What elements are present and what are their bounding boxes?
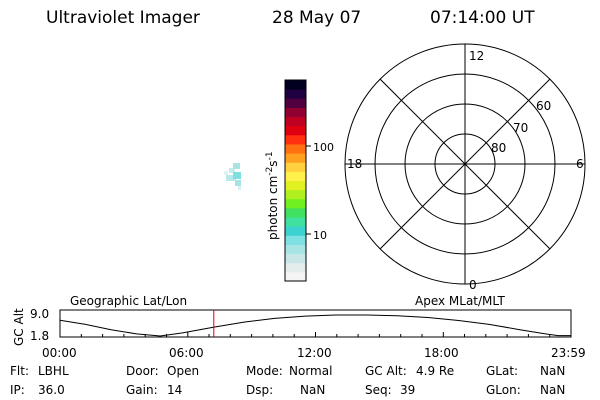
instrument-title: Ultraviolet Imager [46,8,200,28]
colorbar-cell [285,226,306,236]
colorbar-cell [285,107,306,118]
colorbar-cell [285,98,306,108]
polar-label-70: 70 [513,121,528,135]
polar-label-6: 6 [576,157,584,171]
x-tick-12: 12:00 [297,346,332,360]
orbit-y-top: 9.0 [30,307,49,321]
colorbar-unit-label: photon cm-2s-1 [265,151,280,240]
glon-label: GLon: [486,383,521,397]
time-label: 07:14:00 UT [430,8,535,28]
orbit-altitude-curve [59,314,571,337]
colorbar-cell [285,244,306,255]
colorbar-cell [285,262,306,273]
colorbar-cell [285,143,306,154]
polar-label-60: 60 [536,99,551,113]
colorbar-tick-label-100: 100 [313,141,334,154]
colorbar-cell [285,116,306,127]
orbit-right-title: Apex MLat/MLT [415,294,505,308]
colorbar-cell [285,162,306,172]
colorbar-cell [285,217,306,227]
colorbar-cell [285,198,306,209]
mode-value: Normal [289,364,333,378]
glat-label: GLat: [486,364,519,378]
colorbar-cell [285,171,306,181]
colorbar-cell [285,89,306,99]
door-label: Door: [126,364,159,378]
gcalt-label: GC Alt: [365,364,407,378]
ip-label: IP: [10,383,25,397]
colorbar-cell [285,253,306,264]
flt-value: LBHL [38,364,69,378]
dsp-value: NaN [300,383,326,397]
x-tick-18: 18:00 [424,346,459,360]
colorbar-frame [284,79,307,282]
flt-label: Flt: [10,364,29,378]
polar-diagonal-2 [379,78,551,250]
seq-label: Seq: [365,383,392,397]
gain-value: 14 [167,383,183,397]
colorbar-cell [285,189,306,200]
dsp-label: Dsp: [246,383,274,397]
date-label: 28 May 07 [272,8,362,28]
colorbar-tick-label-10: 10 [313,229,327,242]
x-tick-00: 00:00 [42,346,77,360]
gain-label: Gain: [126,383,158,397]
orbit-y-bottom: 1.8 [30,329,49,343]
colorbar-cell [285,271,306,282]
orbit-axis-label: GC Alt [12,308,26,346]
glon-value: NaN [540,383,566,397]
colorbar-cell [285,235,306,245]
polar-label-18: 18 [347,157,362,171]
colorbar-cell [285,180,306,191]
colorbar-cell [285,125,306,136]
uv-auroral-patch [224,163,241,190]
polar-label-0: 0 [469,278,477,292]
x-tick-06: 06:00 [169,346,204,360]
x-tick-2359: 23:59 [551,346,586,360]
polar-label-80: 80 [491,141,506,155]
glat-value: NaN [540,364,566,378]
colorbar-cell [285,207,306,218]
polar-label-12: 12 [469,49,484,63]
orbit-left-title: Geographic Lat/Lon [70,294,187,308]
ip-value: 36.0 [38,383,65,397]
gcalt-value: 4.9 Re [416,364,455,378]
mode-label: Mode: [246,364,283,378]
door-value: Open [167,364,200,378]
colorbar-cell [285,134,306,145]
colorbar-cell [285,80,306,90]
colorbar-cell [285,153,306,163]
seq-value: 39 [400,383,416,397]
